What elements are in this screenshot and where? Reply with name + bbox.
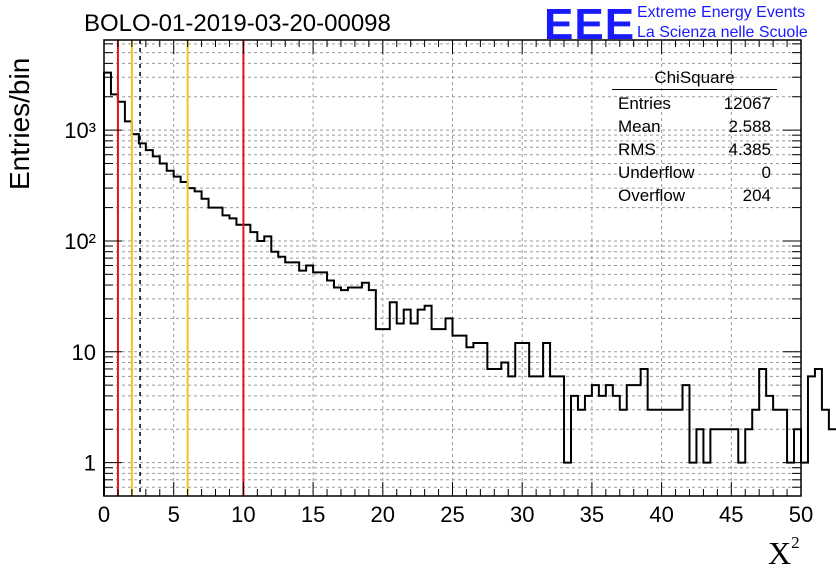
y-tick-label: 10³ (64, 118, 96, 143)
stats-value: 204 (742, 186, 771, 205)
stats-row: RMS 4.385 (612, 138, 777, 161)
logo-line-1: Extreme Energy Events (637, 4, 806, 21)
stats-box: ChiSquare Entries 12067 Mean 2.588 RMS 4.38… (612, 68, 777, 207)
stats-row: Overflow 204 (612, 184, 777, 207)
x-tick-label: 5 (168, 502, 180, 527)
x-tick-label: 30 (510, 502, 534, 527)
stats-label: Overflow (618, 186, 686, 205)
stats-label: Mean (618, 117, 661, 136)
chart-title: BOLO-01-2019-03-20-00098 (84, 10, 391, 37)
grid-layer (104, 40, 801, 496)
x-axis-label: X2 (768, 533, 800, 572)
x-axis-label-superscript: 2 (791, 533, 800, 553)
eee-logo: EEE (544, 0, 636, 49)
stats-value: 12067 (723, 94, 771, 113)
stats-value: 2.588 (728, 117, 771, 136)
reference-lines-layer (116, 40, 245, 496)
x-tick-label: 45 (719, 502, 743, 527)
x-tick-label: 25 (440, 502, 464, 527)
stats-value: 4.385 (728, 140, 771, 159)
y-tick-label: 10 (72, 340, 96, 365)
x-tick-label: 50 (789, 502, 813, 527)
x-tick-label: 20 (371, 502, 395, 527)
x-tick-label: 40 (649, 502, 673, 527)
x-tick-label: 15 (301, 502, 325, 527)
stats-row: Underflow 0 (612, 161, 777, 184)
x-axis-label-text: X (768, 535, 792, 571)
stats-label: Underflow (618, 163, 695, 182)
x-tick-label: 35 (580, 502, 604, 527)
stats-value: 0 (761, 163, 771, 182)
histogram-layer (103, 71, 836, 496)
axes-layer: 0 5 10 15 20 25 30 35 40 45 50 1 10 10² 10³ (64, 39, 813, 527)
histogram-outline (103, 71, 836, 496)
stats-label: RMS (618, 140, 656, 159)
stats-row: Entries 12067 (612, 92, 777, 115)
stats-label: Entries (618, 94, 671, 113)
stats-row: Mean 2.588 (612, 115, 777, 138)
y-axis-label: Entries/bin (4, 57, 35, 190)
logo-line-2: La Scienza nelle Scuole (637, 24, 808, 41)
y-tick-label: 10² (64, 229, 96, 254)
stats-title: ChiSquare (612, 68, 777, 90)
y-tick-label: 1 (84, 451, 96, 476)
x-tick-label: 10 (231, 502, 255, 527)
x-tick-label: 0 (98, 502, 110, 527)
